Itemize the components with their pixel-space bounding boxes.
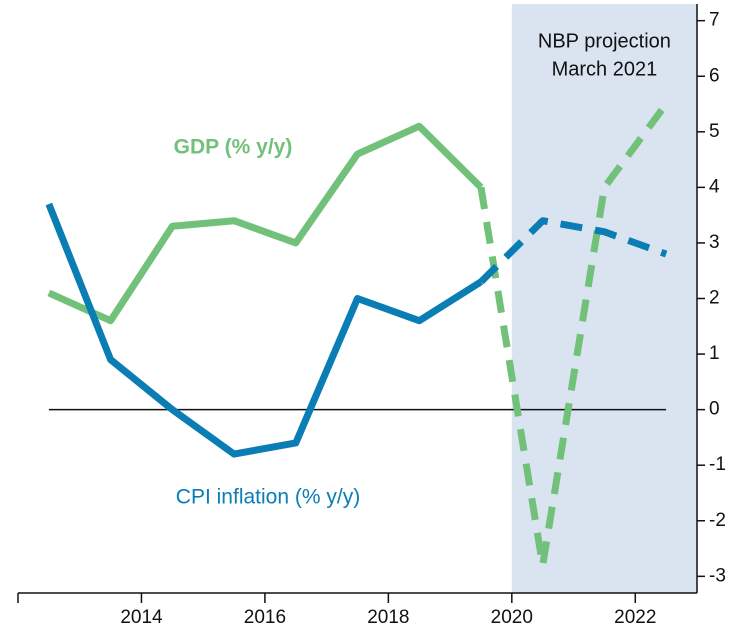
x-tick-label: 2016 [244,607,286,628]
series-projection-line [478,217,668,285]
y-tick-label: 2 [709,288,720,309]
x-tick-label: 2022 [614,607,656,628]
series-label: GDP (% y/y) [174,136,293,159]
series-projection-line [477,101,669,569]
series-label: CPI inflation (% y/y) [176,486,360,509]
shade-label: NBP projection [538,30,671,52]
projection-shade [511,4,697,593]
y-tick-label: 6 [709,65,720,86]
y-tick-label: -1 [709,454,726,475]
x-tick-label: 2020 [491,607,533,628]
y-tick-label: 0 [709,399,720,420]
shade-label: March 2021 [552,58,658,80]
y-tick-label: 1 [709,343,720,364]
y-tick-label: -3 [709,565,726,586]
y-tick-label: 5 [709,121,720,142]
y-tick-label: -2 [709,510,726,531]
y-tick-label: 3 [709,232,720,253]
y-tick-label: 7 [709,10,720,31]
x-tick-label: 2014 [120,607,163,628]
x-tick-label: 2018 [367,607,409,628]
y-tick-label: 4 [709,176,720,197]
series-line [47,122,484,325]
series-line [45,202,483,458]
